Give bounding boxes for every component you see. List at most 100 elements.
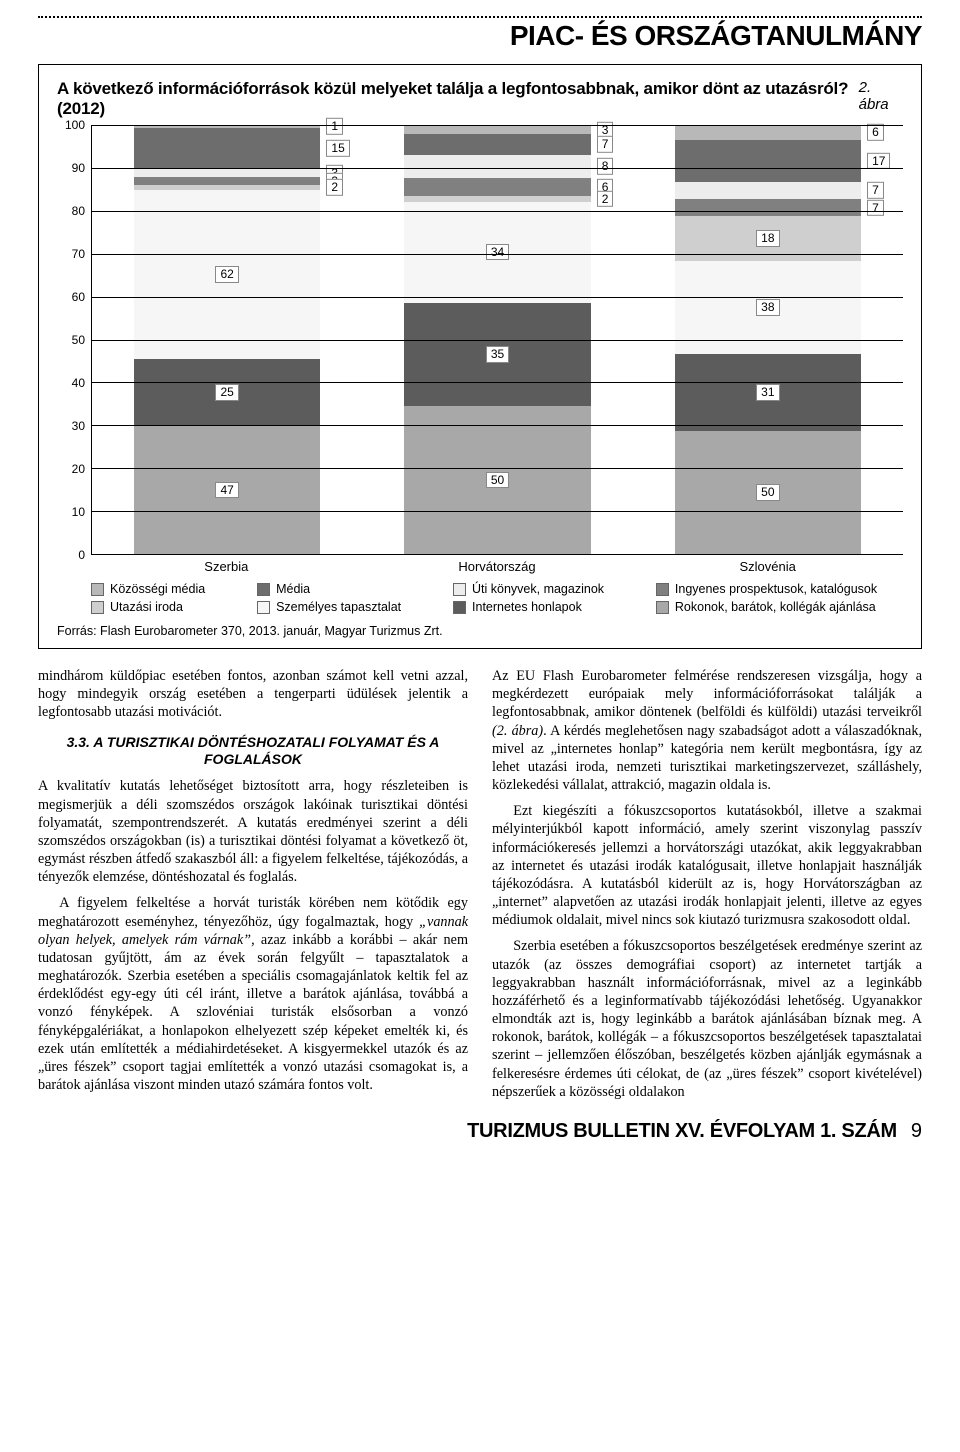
legend-item: Ingyenes prospektusok, katalógusok: [656, 582, 903, 596]
bar-segment-label: 7: [597, 136, 614, 152]
chart-box: A következő információforrások közül mel…: [38, 64, 922, 649]
legend-swatch: [91, 583, 104, 596]
body-p4: Az EU Flash Eurobarometer felmérése rend…: [492, 667, 922, 794]
section-header: PIAC- ÉS ORSZÁGTANULMÁNY: [38, 20, 922, 52]
body-p2: A kvalitatív kutatás lehetőséget biztosí…: [38, 777, 468, 886]
legend-swatch: [656, 583, 669, 596]
y-tick: 30: [72, 419, 85, 433]
y-tick: 90: [72, 161, 85, 175]
bar-segment-label: 2: [326, 179, 343, 195]
legend-swatch: [257, 583, 270, 596]
gridline: [92, 425, 903, 426]
legend-swatch: [453, 583, 466, 596]
chart-title: A következő információforrások közül mel…: [57, 79, 859, 119]
bar-segment-media: 7: [404, 134, 591, 155]
footer-page: 9: [911, 1120, 922, 1143]
y-tick: 20: [72, 462, 85, 476]
y-tick: 70: [72, 247, 85, 261]
bar-segment-label: 50: [756, 484, 779, 500]
bar-segment-internet: 35: [404, 303, 591, 407]
legend-item: Közösségi média: [91, 582, 231, 596]
bar-segment-tapasztalat: 62: [134, 190, 321, 358]
body-p6: Szerbia esetében a fókuszcsoportos beszé…: [492, 937, 922, 1101]
body-subhead: 3.3. A TURISZTIKAI DÖNTÉSHOZATALI FOLYAM…: [38, 734, 468, 770]
chart-figure-label: 2. ábra: [859, 79, 903, 113]
bar-segment-internet: 31: [675, 354, 862, 430]
bar-segment-label: 35: [486, 346, 509, 362]
legend-label: Ingyenes prospektusok, katalógusok: [675, 582, 877, 596]
bar-segment-label: 2: [597, 191, 614, 207]
section-title: PIAC- ÉS ORSZÁGTANULMÁNY: [510, 20, 922, 51]
bar-segment-label: 62: [215, 266, 238, 282]
legend-item: Utazási iroda: [91, 600, 231, 614]
bar-segment-label: 17: [867, 153, 890, 169]
bar-segment-tapasztalat: 34: [404, 202, 591, 303]
gridline: [92, 382, 903, 383]
gridline: [92, 297, 903, 298]
x-tick: Szlovénia: [674, 559, 861, 574]
gridline: [92, 340, 903, 341]
legend-swatch: [453, 601, 466, 614]
body-p4i: (2. ábra): [492, 723, 543, 739]
body-p4a: Az EU Flash Eurobarometer felmérése rend…: [492, 668, 922, 720]
legend-label: Média: [276, 582, 310, 596]
bar-segment-label: 34: [486, 244, 509, 260]
legend-item: Úti könyvek, magazinok: [453, 582, 630, 596]
body-p4b: . A kérdés meglehetősen nagy szabadságot…: [492, 723, 922, 794]
y-tick: 10: [72, 505, 85, 519]
bar-segment-kozossegi: 3: [404, 125, 591, 134]
legend-label: Úti könyvek, magazinok: [472, 582, 604, 596]
bar-segment-label: 6: [867, 124, 884, 140]
legend-swatch: [656, 601, 669, 614]
legend-item: Rokonok, barátok, kollégák ajánlása: [656, 600, 903, 614]
gridline: [92, 168, 903, 169]
chart-y-axis: 0102030405060708090100: [57, 125, 91, 555]
legend-label: Rokonok, barátok, kollégák ajánlása: [675, 600, 876, 614]
body-p3: A figyelem felkeltése a horvát turisták …: [38, 894, 468, 1094]
legend-label: Személyes tapasztalat: [276, 600, 401, 614]
bar-segment-internet: 25: [134, 359, 321, 427]
chart-source: Forrás: Flash Eurobarometer 370, 2013. j…: [57, 624, 903, 638]
y-tick: 80: [72, 204, 85, 218]
bar-segment-label: 1: [326, 118, 343, 134]
chart-legend: Közösségi média Média Úti könyvek, magazin…: [91, 582, 903, 614]
bar-segment-label: 7: [867, 182, 884, 198]
y-tick: 60: [72, 290, 85, 304]
legend-item: Internetes honlapok: [453, 600, 630, 614]
bar-segment-uti: 8: [404, 155, 591, 179]
bar-segment-media: 17: [675, 140, 862, 182]
y-tick: 40: [72, 376, 85, 390]
gridline: [92, 254, 903, 255]
bar-segment-rokonok: 50: [675, 431, 862, 554]
bar-segment-rokonok: 50: [404, 406, 591, 554]
x-tick: Szerbia: [133, 559, 320, 574]
chart-plot-area: 0102030405060708090100 11533262254737862…: [57, 125, 903, 555]
bar-segment-rokonok: 47: [134, 426, 321, 554]
y-tick: 0: [78, 548, 85, 562]
bar-segment-label: 25: [215, 384, 238, 400]
legend-item: Személyes tapasztalat: [257, 600, 427, 614]
bar-segment-uti: 7: [675, 182, 862, 199]
body-columns: mindhárom küldőpiac esetében fontos, azo…: [38, 667, 922, 1106]
bar-segment-prospektus: 6: [404, 178, 591, 196]
bar-segment-uti: 3: [134, 168, 321, 176]
gridline: [92, 125, 903, 126]
gridline: [92, 211, 903, 212]
legend-swatch: [91, 601, 104, 614]
x-tick: Horvátország: [404, 559, 591, 574]
legend-item: Média: [257, 582, 427, 596]
bar-segment-label: 7: [867, 199, 884, 215]
bar-segment-label: 15: [326, 140, 349, 156]
bar-segment-label: 31: [756, 384, 779, 400]
bar-segment-label: 50: [486, 472, 509, 488]
y-tick: 100: [65, 118, 85, 132]
y-tick: 50: [72, 333, 85, 347]
bar-segment-label: 8: [597, 158, 614, 174]
bar-segment-label: 47: [215, 482, 238, 498]
gridline: [92, 511, 903, 512]
bar-segment-label: 18: [756, 230, 779, 246]
legend-swatch: [257, 601, 270, 614]
legend-label: Internetes honlapok: [472, 600, 582, 614]
body-p5: Ezt kiegészíti a fókuszcsoportos kutatás…: [492, 802, 922, 929]
body-p1: mindhárom küldőpiac esetében fontos, azo…: [38, 667, 468, 722]
